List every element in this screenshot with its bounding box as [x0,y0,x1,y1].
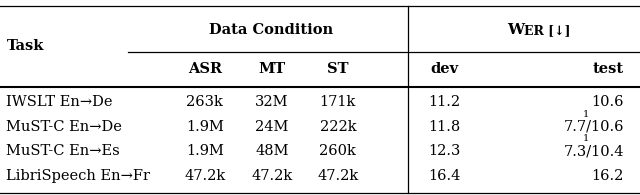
Text: 47.2k: 47.2k [184,169,225,183]
Text: 171k: 171k [320,95,356,109]
Text: W: W [507,23,524,37]
Text: Data Condition: Data Condition [209,23,333,37]
Text: 1.9M: 1.9M [186,144,224,158]
Text: Task: Task [6,39,44,53]
Text: 222k: 222k [319,120,356,134]
Text: MT: MT [259,62,285,76]
Text: 32M: 32M [255,95,289,109]
Text: LibriSpeech En→Fr: LibriSpeech En→Fr [6,169,150,183]
Text: test: test [593,62,624,76]
Text: 47.2k: 47.2k [317,169,358,183]
Text: 16.2: 16.2 [591,169,624,183]
Text: 10.6: 10.6 [591,95,624,109]
Text: 260k: 260k [319,144,356,158]
Text: 48M: 48M [255,144,289,158]
Text: IWSLT En→De: IWSLT En→De [6,95,113,109]
Text: 11.8: 11.8 [429,120,461,134]
Text: 47.2k: 47.2k [252,169,292,183]
Text: MuST-C En→De: MuST-C En→De [6,120,122,134]
Text: 7.3/10.4: 7.3/10.4 [563,144,624,158]
Text: ST: ST [327,62,349,76]
Text: ASR: ASR [188,62,222,76]
Text: MuST-C En→Es: MuST-C En→Es [6,144,120,158]
Text: 7.7/10.6: 7.7/10.6 [563,120,624,134]
Text: 1: 1 [583,110,589,119]
Text: ER [↓]: ER [↓] [524,24,571,37]
Text: 1: 1 [583,134,589,143]
Text: 11.2: 11.2 [429,95,461,109]
Text: 1.9M: 1.9M [186,120,224,134]
Text: 12.3: 12.3 [429,144,461,158]
Text: 16.4: 16.4 [429,169,461,183]
Text: 24M: 24M [255,120,289,134]
Text: 263k: 263k [186,95,223,109]
Text: dev: dev [431,62,459,76]
